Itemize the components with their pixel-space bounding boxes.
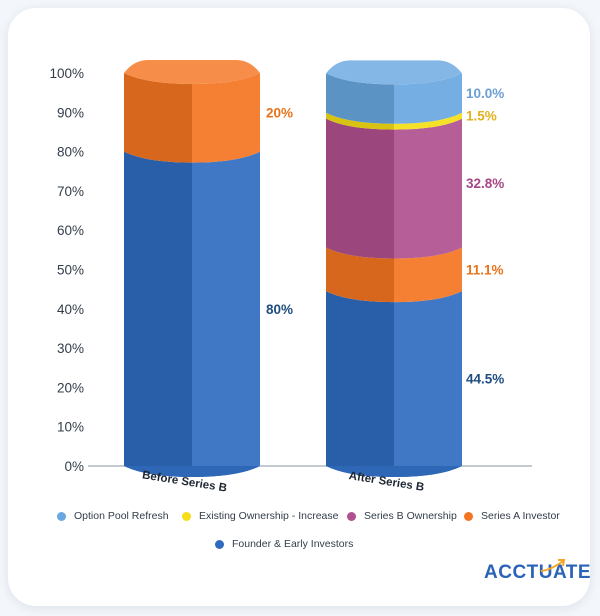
legend-item-existing-ownership: Existing Ownership - Increase	[182, 510, 338, 522]
y-tick-label: 30%	[57, 341, 84, 356]
legend-swatch	[215, 539, 224, 549]
legend-swatch	[57, 511, 66, 521]
y-tick-label: 80%	[57, 145, 84, 160]
legend-label: Series A Investor	[481, 510, 560, 522]
bar-segment	[326, 118, 394, 259]
bar-segment	[124, 73, 192, 163]
bar-segment	[394, 118, 462, 259]
bar-segment	[326, 291, 394, 477]
bar-segment	[326, 247, 394, 303]
legend-item-founder: Founder & Early Investors	[215, 538, 353, 550]
data-label: 1.5%	[466, 109, 497, 124]
legend-label: Existing Ownership - Increase	[199, 510, 339, 522]
legend-label: Founder & Early Investors	[232, 538, 354, 550]
legend-swatch	[464, 511, 473, 521]
legend-label: Option Pool Refresh	[74, 510, 169, 522]
bar-segment	[192, 151, 260, 477]
y-tick-label: 10%	[57, 420, 84, 435]
y-tick-label: 90%	[57, 105, 84, 120]
data-label: 44.5%	[466, 372, 504, 387]
bar-segment	[394, 112, 462, 130]
legend-item-series-a: Series A Investor	[464, 510, 560, 522]
data-label: 32.8%	[466, 176, 504, 191]
acctuate-logo: ACCTUATE	[484, 562, 592, 583]
data-label: 11.1%	[466, 262, 504, 277]
bar-segment	[394, 73, 462, 124]
legend-swatch	[182, 511, 191, 521]
logo-arrow-icon	[540, 559, 566, 572]
data-label: 10.0%	[466, 86, 504, 101]
y-tick-label: 0%	[64, 459, 84, 474]
bar-segment	[192, 73, 260, 163]
legend-swatch	[347, 511, 356, 521]
y-tick-label: 20%	[57, 380, 84, 395]
bar-segment	[124, 151, 192, 477]
bar-top-cap	[326, 60, 462, 85]
y-tick-label: 60%	[57, 223, 84, 238]
y-tick-label: 40%	[57, 302, 84, 317]
bar-top-cap	[124, 60, 260, 84]
data-label: 20%	[266, 105, 293, 120]
bar-segment	[394, 291, 462, 477]
chart-card	[8, 8, 590, 606]
legend-item-option-pool: Option Pool Refresh	[57, 510, 169, 522]
y-tick-label: 70%	[57, 184, 84, 199]
y-tick-label: 100%	[49, 66, 84, 81]
bar-base	[326, 466, 462, 477]
legend-label: Series B Ownership	[364, 510, 457, 522]
legend-item-series-b: Series B Ownership	[347, 510, 457, 522]
bar-segment	[326, 112, 394, 130]
data-label: 80%	[266, 302, 293, 317]
bar-segment	[394, 247, 462, 303]
bar-segment	[326, 73, 394, 124]
y-tick-label: 50%	[57, 263, 84, 278]
bar-base	[124, 466, 260, 477]
